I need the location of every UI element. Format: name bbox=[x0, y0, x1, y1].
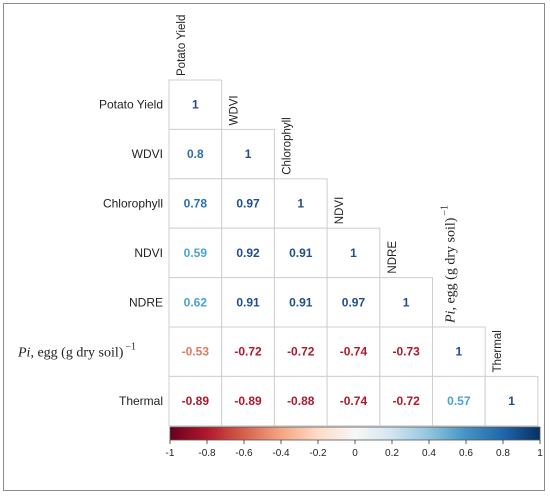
value-label: 0.92 bbox=[236, 246, 260, 260]
value-label: -0.89 bbox=[182, 394, 210, 408]
value-label: 0.97 bbox=[342, 295, 366, 309]
value-label: -0.72 bbox=[234, 345, 262, 359]
colorbar bbox=[169, 426, 541, 441]
colorbar-tick-label: -0.2 bbox=[309, 448, 327, 459]
cell-wdvi-potato-yield bbox=[168, 128, 223, 180]
value-label: 0.78 bbox=[184, 197, 208, 211]
cell-thermal-potato-yield bbox=[168, 375, 223, 427]
col-label-thermal: Thermal bbox=[492, 330, 504, 372]
cell-ndre-potato-yield bbox=[168, 277, 223, 328]
col-label-wdvi: WDVI bbox=[229, 95, 241, 125]
value-label: -0.88 bbox=[287, 394, 315, 408]
value-label: -0.73 bbox=[392, 345, 420, 359]
cell-pi-egg-g-dry-soil-potato-yield bbox=[168, 326, 223, 377]
value-label: 1 bbox=[456, 345, 463, 359]
row-label-chlorophyll: Chlorophyll bbox=[103, 197, 163, 211]
value-label: -0.72 bbox=[287, 345, 315, 359]
colorbar-tick-label: -1 bbox=[166, 448, 175, 459]
row-label-wdvi: WDVI bbox=[132, 147, 163, 161]
col-label-pi-egg: Pi, egg (g dry soil)−1 bbox=[440, 205, 459, 324]
cell-pi-egg-g-dry-soil-wdvi bbox=[221, 326, 275, 377]
value-label: -0.89 bbox=[234, 394, 262, 408]
colorbar-tick-label: 0 bbox=[352, 448, 358, 459]
value-label: 0.59 bbox=[184, 246, 208, 260]
value-label: 0.97 bbox=[236, 197, 260, 211]
cell-ndre-ndre bbox=[379, 277, 433, 328]
colorbar-tick-label: 0.2 bbox=[385, 448, 399, 459]
cell-thermal-ndre bbox=[379, 375, 433, 427]
row-label-ndvi: NDVI bbox=[134, 246, 163, 260]
value-label: 1 bbox=[350, 246, 357, 260]
value-label: -0.72 bbox=[392, 394, 420, 408]
cell-chlorophyll-potato-yield bbox=[168, 178, 223, 229]
cell-ndvi-chlorophyll bbox=[273, 227, 328, 279]
col-label-chlorophyll: Chlorophyll bbox=[281, 117, 293, 175]
value-label: 0.91 bbox=[289, 246, 313, 260]
value-label: 1 bbox=[297, 197, 304, 211]
value-label: 0.91 bbox=[236, 295, 260, 309]
colorbar-tick-label: -0.6 bbox=[235, 448, 253, 459]
value-label: 1 bbox=[403, 295, 410, 309]
colorbar-tick-label: 1 bbox=[537, 448, 543, 459]
colorbar-tick-label: 0.4 bbox=[422, 448, 436, 459]
cell-ndre-wdvi bbox=[221, 277, 275, 328]
value-label: 1 bbox=[245, 147, 252, 161]
col-label-potato-yield: Potato Yield bbox=[176, 15, 188, 76]
row-label-thermal: Thermal bbox=[119, 394, 163, 408]
colorbar-tick-label: 0.8 bbox=[496, 448, 510, 459]
colorbar-tick-label: -0.4 bbox=[272, 448, 290, 459]
col-label-ndvi: NDVI bbox=[334, 197, 346, 224]
value-label: -0.53 bbox=[182, 345, 210, 359]
value-label: -0.74 bbox=[340, 345, 368, 359]
value-label: -0.74 bbox=[340, 394, 368, 408]
value-label: 0.57 bbox=[447, 394, 471, 408]
cell-pi-egg-g-dry-soil-ndre bbox=[379, 326, 433, 377]
cell-wdvi-wdvi bbox=[221, 128, 275, 180]
cell-thermal-thermal bbox=[484, 375, 539, 427]
cell-pi-egg-g-dry-soil-chlorophyll bbox=[273, 326, 328, 377]
value-label: 1 bbox=[508, 394, 515, 408]
colorbar-tick-label: -0.8 bbox=[198, 448, 216, 459]
figure-frame bbox=[3, 3, 545, 491]
row-label-pi-egg: Pi, egg (g dry soil) −1 bbox=[17, 342, 136, 361]
cell-thermal-wdvi bbox=[221, 375, 275, 427]
cell-thermal-pi-egg-g-dry-soil bbox=[432, 375, 486, 427]
value-label: 0.8 bbox=[187, 147, 204, 161]
cell-chlorophyll-chlorophyll bbox=[273, 178, 328, 229]
cell-ndvi-wdvi bbox=[221, 227, 275, 279]
value-label: 1 bbox=[192, 98, 199, 112]
cell-pi-egg-g-dry-soil-pi-egg-g-dry-soil bbox=[432, 326, 486, 377]
row-label-potato-yield: Potato Yield bbox=[99, 98, 163, 112]
cell-ndre-ndvi bbox=[326, 277, 381, 328]
value-label: 0.62 bbox=[184, 295, 208, 309]
value-label: 0.91 bbox=[289, 295, 313, 309]
row-label-ndre: NDRE bbox=[129, 295, 163, 309]
cell-ndvi-potato-yield bbox=[168, 227, 223, 279]
colorbar-tick-label: 0.6 bbox=[459, 448, 473, 459]
col-label-ndre: NDRE bbox=[387, 241, 399, 274]
